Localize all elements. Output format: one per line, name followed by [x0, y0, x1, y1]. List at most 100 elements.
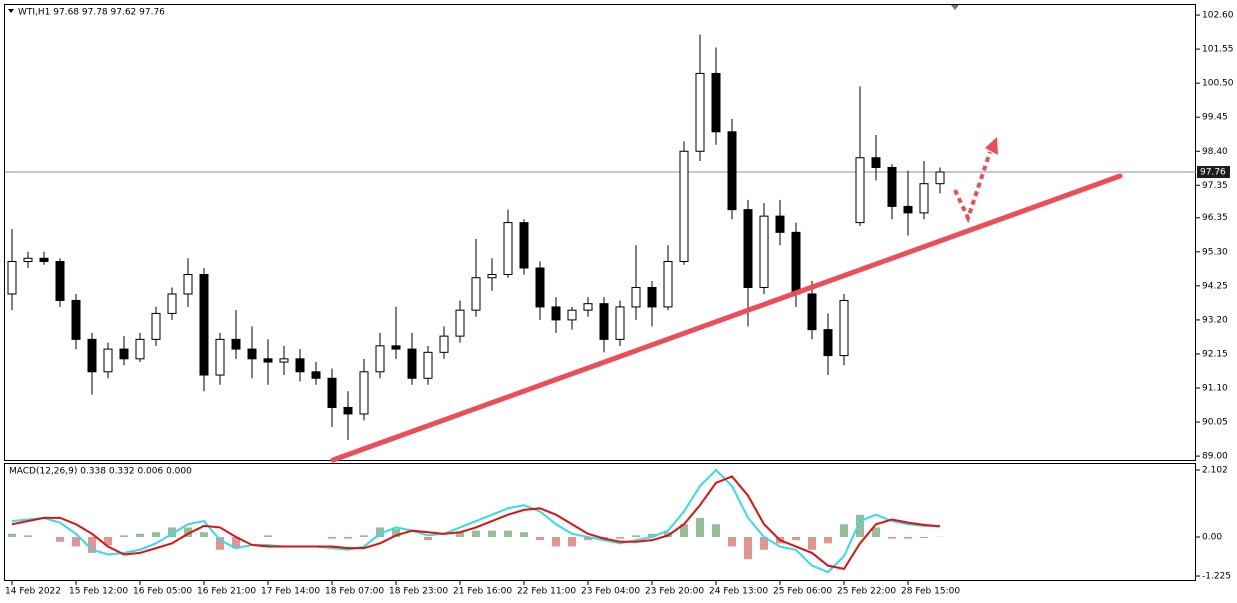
y-tick-label: 100.50 [1202, 79, 1234, 89]
candle-body [455, 309, 465, 337]
candle-body [775, 215, 785, 233]
x-tick-label: 16 Feb 05:00 [133, 587, 192, 597]
candle-body [23, 257, 33, 263]
y-tick-label: 96.35 [1202, 213, 1228, 223]
current-price-label: 97.76 [1200, 168, 1226, 178]
y-tick-label: 95.30 [1202, 247, 1228, 257]
x-tick-label: 17 Feb 14:00 [261, 587, 320, 597]
y-tick-label: 102.60 [1202, 11, 1234, 21]
y-tick-label: 93.20 [1202, 315, 1228, 325]
y-tick-label: -1.225 [1202, 572, 1231, 582]
candle-body [231, 338, 241, 350]
y-tick-label: 101.55 [1202, 45, 1234, 55]
y-tick-label: 90.05 [1202, 418, 1228, 428]
candle-body [487, 273, 497, 279]
macd-title: MACD(12,26,9) 0.338 0.332 0.006 0.000 [9, 467, 192, 477]
candle-body [311, 371, 321, 379]
candle-body [551, 306, 561, 321]
candle-body [647, 286, 657, 308]
candle-body [327, 377, 337, 408]
candle-body [743, 209, 753, 288]
candle-body [935, 171, 945, 185]
x-tick-label: 28 Feb 15:00 [901, 587, 960, 597]
candle-body [583, 303, 593, 311]
x-tick-label: 25 Feb 22:00 [837, 587, 896, 597]
price-pane [4, 4, 1196, 461]
x-tick-label: 24 Feb 13:00 [709, 587, 768, 597]
y-tick-label: 99.45 [1202, 113, 1228, 123]
candle-body [71, 299, 81, 340]
candle-body [263, 358, 273, 363]
x-tick-label: 23 Feb 04:00 [581, 587, 640, 597]
candle-body [679, 150, 689, 263]
candle-body [295, 358, 305, 373]
candle-body [103, 348, 113, 373]
candle-body [503, 222, 513, 275]
candle-body [663, 261, 673, 308]
x-tick-label: 25 Feb 06:00 [773, 587, 832, 597]
candle-body [151, 312, 161, 340]
menu-arrow[interactable] [8, 9, 14, 13]
candle-body [599, 303, 609, 340]
candle-body [631, 286, 641, 308]
y-tick-label: 98.40 [1202, 147, 1228, 157]
candle-body [871, 157, 881, 168]
candle-body [247, 348, 257, 360]
chart-title: WTI,H1 97.68 97.78 97.62 97.76 [18, 8, 165, 18]
candle-body [807, 293, 817, 331]
candle-body [7, 261, 17, 295]
candle-body [167, 293, 177, 314]
candle-body [343, 406, 353, 415]
candle-body [759, 215, 769, 288]
candle-body [535, 267, 545, 308]
candle-body [839, 299, 849, 357]
candle-body [119, 348, 129, 360]
candle-body [135, 338, 145, 360]
y-tick-label: 0.00 [1202, 532, 1222, 542]
macd-line [11, 468, 941, 574]
y-tick-label: 94.25 [1202, 281, 1228, 291]
candle-body [887, 166, 897, 207]
candle-body [823, 329, 833, 357]
y-tick-label: 2.102 [1202, 466, 1228, 476]
candle-body [695, 72, 705, 152]
y-tick-label: 89.00 [1202, 452, 1228, 462]
trend-line [330, 173, 1123, 463]
candle-body [391, 345, 401, 350]
candle-body [359, 371, 369, 415]
forecast-arrowhead [985, 137, 998, 155]
candle-body [711, 72, 721, 133]
x-tick-label: 21 Feb 16:00 [453, 587, 512, 597]
candle-body [407, 348, 417, 379]
candle-body [615, 306, 625, 340]
candle-body [727, 131, 737, 211]
candle-body [183, 273, 193, 295]
candle-body [919, 183, 929, 214]
candle-body [215, 338, 225, 376]
candle-body [439, 335, 449, 353]
y-tick-label: 92.15 [1202, 349, 1228, 359]
candle-body [519, 222, 529, 269]
candle-body [87, 338, 97, 373]
candle-body [55, 261, 65, 301]
current-price-tag [1197, 166, 1230, 179]
forecast-arrow [953, 151, 992, 224]
x-tick-label: 14 Feb 2022 [5, 587, 61, 597]
candle-body [279, 358, 289, 363]
candle-body [471, 277, 481, 311]
x-tick-label: 22 Feb 11:00 [517, 587, 576, 597]
candle-body [423, 351, 433, 379]
y-tick-label: 91.10 [1202, 384, 1228, 394]
x-tick-label: 18 Feb 07:00 [325, 587, 384, 597]
shift-marker [951, 5, 959, 10]
x-tick-label: 18 Feb 23:00 [389, 587, 448, 597]
candle-body [567, 309, 577, 321]
macd-pane [4, 463, 1196, 581]
signal-line [11, 475, 941, 570]
candle-body [39, 257, 49, 263]
y-tick-label: 97.35 [1202, 181, 1228, 191]
x-tick-label: 15 Feb 12:00 [69, 587, 128, 597]
candle-body [903, 205, 913, 214]
